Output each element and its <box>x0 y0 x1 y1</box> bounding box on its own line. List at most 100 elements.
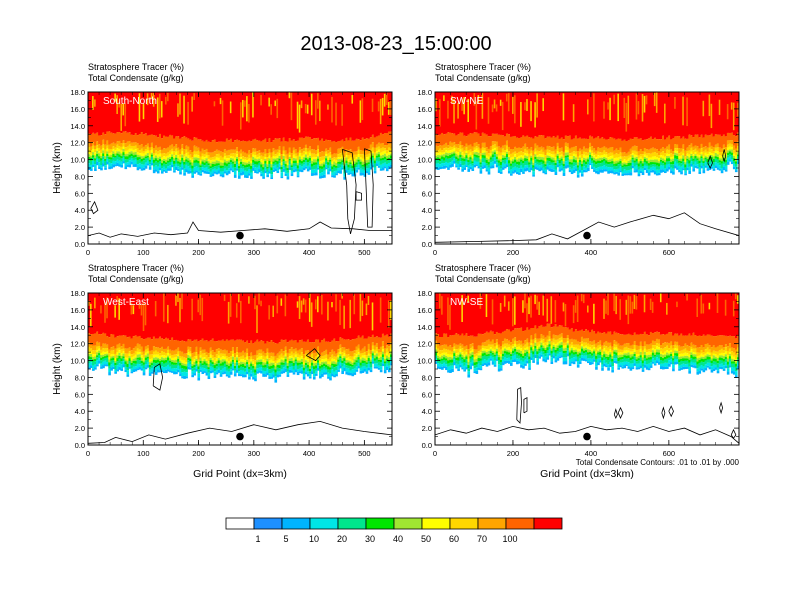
tracer-band <box>207 161 211 164</box>
tracer-band <box>377 349 381 353</box>
tracer-band <box>203 371 207 373</box>
tracer-band <box>369 144 373 150</box>
tracer-band <box>341 139 344 147</box>
tracer-band <box>104 356 107 358</box>
tracer-band <box>696 166 700 169</box>
tracer-band <box>203 349 207 354</box>
tracer-band <box>171 161 174 165</box>
tracer-band <box>651 162 655 165</box>
tracer-band <box>453 158 456 161</box>
tracer-band <box>387 359 391 363</box>
tracer-band <box>708 135 712 143</box>
tracer-streak <box>162 293 165 322</box>
tracer-band <box>229 339 233 352</box>
tracer-band <box>726 161 730 165</box>
tracer-band <box>201 156 205 160</box>
tracer-band <box>325 293 328 342</box>
tracer-band <box>339 337 342 345</box>
tracer-band <box>455 151 458 154</box>
tracer-band <box>177 150 180 156</box>
tracer-band <box>365 170 369 174</box>
tracer-band <box>191 152 194 158</box>
y-tick-label: 10.0 <box>70 156 85 165</box>
tracer-band <box>217 161 221 164</box>
tracer-band <box>578 165 582 171</box>
tracer-band <box>676 92 679 137</box>
tracer-band <box>286 141 290 154</box>
tracer-band <box>242 340 245 351</box>
tracer-band <box>268 352 271 359</box>
tracer-band <box>379 356 383 360</box>
tracer-band <box>473 147 477 151</box>
tracer-band <box>124 366 128 370</box>
tracer-band <box>445 92 448 134</box>
tracer-band <box>724 154 728 158</box>
tracer-band <box>270 174 274 178</box>
tracer-band <box>550 162 554 165</box>
tracer-band <box>156 147 160 152</box>
tracer-band <box>377 146 381 150</box>
tracer-band <box>512 152 515 157</box>
tracer-band <box>629 159 633 163</box>
tracer-band <box>341 155 344 159</box>
tracer-streak <box>146 93 149 106</box>
tracer-band <box>167 349 170 354</box>
tracer-band <box>272 163 276 167</box>
tracer-band <box>183 161 186 165</box>
tracer-band <box>534 148 537 152</box>
tracer-band <box>246 160 249 163</box>
tracer-band <box>580 154 584 159</box>
tracer-band <box>130 158 134 162</box>
tracer-band <box>120 143 124 147</box>
tracer-band <box>495 162 499 166</box>
tracer-band <box>467 154 471 158</box>
tracer-band <box>389 348 392 352</box>
tracer-band <box>211 157 215 160</box>
tracer-band <box>314 365 318 369</box>
tracer-band <box>292 154 296 158</box>
tracer-band <box>343 161 346 165</box>
tracer-band <box>333 359 336 362</box>
tracer-band <box>201 167 205 170</box>
tracer-band <box>538 159 541 163</box>
tracer-streak <box>655 92 658 113</box>
tracer-streak <box>197 299 200 313</box>
tracer-band <box>520 168 523 173</box>
tracer-band <box>377 157 381 162</box>
tracer-band <box>560 151 564 155</box>
tracer-band <box>597 151 600 156</box>
tracer-band <box>250 92 253 142</box>
tracer-band <box>272 293 276 343</box>
tracer-band <box>574 165 578 169</box>
tracer-band <box>339 163 342 168</box>
tracer-band <box>193 361 197 365</box>
tracer-band <box>225 155 229 159</box>
tracer-band <box>339 92 342 141</box>
tracer-band <box>343 367 346 372</box>
tracer-band <box>385 360 389 364</box>
tracer-band <box>244 167 247 171</box>
tracer-streak <box>284 294 287 317</box>
tracer-band <box>140 355 144 358</box>
tracer-streak <box>341 293 343 299</box>
tracer-band <box>603 138 606 147</box>
tracer-streak <box>248 103 250 123</box>
tracer-band <box>595 164 598 169</box>
tracer-band <box>130 161 134 165</box>
tracer-band <box>353 293 357 339</box>
tracer-band <box>469 152 473 156</box>
tracer-band <box>96 141 99 146</box>
tracer-band <box>231 347 235 351</box>
tracer-band <box>389 143 392 149</box>
tracer-band <box>223 171 227 174</box>
tracer-band <box>690 157 693 162</box>
tracer-band <box>542 170 546 174</box>
tracer-band <box>102 365 105 369</box>
tracer-band <box>229 168 233 171</box>
tracer-band <box>203 157 207 160</box>
tracer-band <box>308 371 312 374</box>
tracer-band <box>146 143 150 147</box>
tracer-band <box>333 92 336 141</box>
tracer-band <box>171 159 174 162</box>
tracer-band <box>367 353 371 356</box>
